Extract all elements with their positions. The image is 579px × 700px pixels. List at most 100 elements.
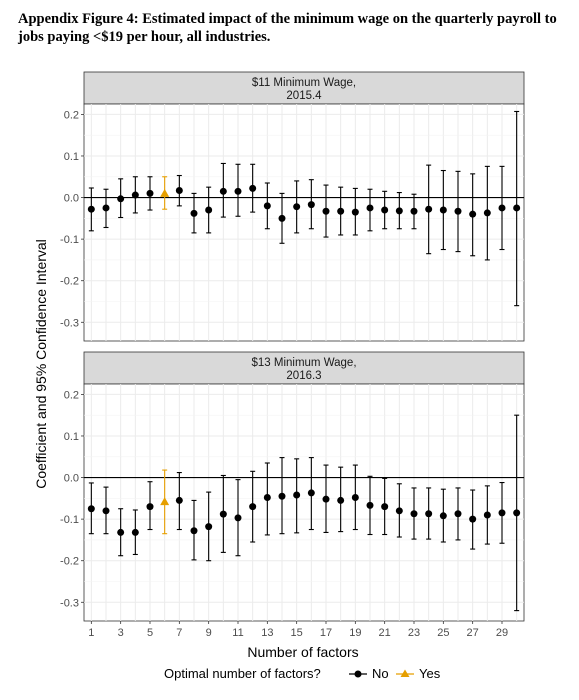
legend-key-yes xyxy=(396,669,414,677)
point-estimate xyxy=(337,207,345,215)
strip-background xyxy=(83,71,525,105)
point-estimate xyxy=(351,208,359,216)
point-estimate xyxy=(366,501,374,509)
point-estimate-optimal xyxy=(160,497,170,506)
x-tick-label: 29 xyxy=(496,627,508,639)
point-estimate xyxy=(131,528,139,536)
x-tick-label: 9 xyxy=(206,627,212,639)
point-estimate xyxy=(307,201,315,209)
point-estimate-optimal xyxy=(160,188,170,197)
x-tick-label: 21 xyxy=(379,627,391,639)
point-estimate xyxy=(102,507,110,515)
point-estimate xyxy=(337,496,345,504)
point-estimate xyxy=(190,209,198,217)
point-estimate xyxy=(439,512,447,520)
strip-label-line-2: 2015.4 xyxy=(286,90,322,102)
x-tick-label: 27 xyxy=(467,627,479,639)
point-estimate xyxy=(205,206,213,214)
y-tick-label: -0.3 xyxy=(60,597,79,609)
point-estimate xyxy=(483,511,491,519)
point-estimate xyxy=(513,509,521,517)
y-axis: 0.2 0.1 0.0 -0.1 -0.2 -0.3 xyxy=(60,389,84,609)
point-estimate xyxy=(293,491,301,499)
y-tick-label: 0.0 xyxy=(64,473,79,485)
point-estimate xyxy=(395,507,403,515)
x-axis-title: Number of factors xyxy=(247,644,358,660)
point-estimate xyxy=(410,207,418,215)
point-estimate xyxy=(263,494,271,502)
point-estimate xyxy=(205,523,213,531)
point-estimate xyxy=(469,515,477,523)
legend: Optimal number of factors? No Yes xyxy=(164,666,441,681)
y-axis: 0.2 0.1 0.0 -0.1 -0.2 -0.3 xyxy=(60,109,84,329)
x-tick-label: 13 xyxy=(261,627,273,639)
point-estimate xyxy=(146,503,154,511)
x-tick-label: 3 xyxy=(118,627,124,639)
y-tick-label: -0.1 xyxy=(60,234,79,246)
facet-panel-2: $13 Minimum Wage, 2016.3 0.2 0.1 0.0 -0.1 -0… xyxy=(60,351,525,622)
strip-label-line-2: 2016.3 xyxy=(286,370,321,382)
point-estimate xyxy=(498,204,506,212)
point-estimate xyxy=(117,528,125,536)
x-tick-label: 19 xyxy=(349,627,361,639)
strip-label-line-1: $13 Minimum Wage, xyxy=(251,357,356,369)
point-estimate xyxy=(410,510,418,518)
y-tick-label: 0.2 xyxy=(64,389,79,401)
point-estimate xyxy=(483,209,491,217)
point-estimate xyxy=(219,510,227,518)
point-estimate xyxy=(454,510,462,518)
legend-key-no xyxy=(349,670,367,678)
legend-label-yes: Yes xyxy=(419,666,441,681)
x-tick-label: 17 xyxy=(320,627,332,639)
point-estimate xyxy=(381,206,389,214)
data-marks xyxy=(87,414,521,612)
facet-panel-1: $11 Minimum Wage, 2015.4 0.2 0.1 0.0 -0.1 -0… xyxy=(60,71,525,342)
x-tick-label: 5 xyxy=(147,627,153,639)
x-tick-label: 23 xyxy=(408,627,420,639)
x-tick-label: 7 xyxy=(176,627,182,639)
y-tick-label: 0.2 xyxy=(64,109,79,121)
x-tick-label: 11 xyxy=(232,627,243,639)
x-tick-label: 25 xyxy=(437,627,449,639)
point-estimate xyxy=(131,191,139,199)
legend-title: Optimal number of factors? xyxy=(164,666,321,681)
point-estimate xyxy=(87,205,95,213)
point-estimate xyxy=(117,195,125,203)
point-estimate xyxy=(351,494,359,502)
data-marks xyxy=(87,110,521,307)
point-estimate xyxy=(102,204,110,212)
y-tick-label: -0.2 xyxy=(60,556,79,568)
legend-label-no: No xyxy=(372,666,389,681)
point-estimate xyxy=(234,514,242,522)
strip-background xyxy=(83,351,525,385)
y-tick-label: 0.1 xyxy=(64,151,79,163)
point-estimate xyxy=(307,489,315,497)
y-tick-label: -0.3 xyxy=(60,317,79,329)
point-estimate xyxy=(219,187,227,195)
point-estimate xyxy=(278,214,286,222)
point-estimate xyxy=(439,206,447,214)
point-estimate xyxy=(366,204,374,212)
point-estimate xyxy=(381,503,389,511)
point-estimate xyxy=(454,207,462,215)
point-estimate xyxy=(249,503,257,511)
point-estimate xyxy=(469,210,477,218)
y-axis-title: Coefficient and 95% Confidence Interval xyxy=(33,239,49,489)
x-axis: 1 3 5 7 9 11 13 15 17 19 21 23 25 27 29 xyxy=(88,621,508,639)
point-estimate xyxy=(190,527,198,535)
point-estimate xyxy=(234,187,242,195)
point-estimate xyxy=(513,204,521,212)
y-tick-label: 0.1 xyxy=(64,431,79,443)
x-tick-label: 1 xyxy=(88,627,94,639)
y-tick-label: -0.1 xyxy=(60,514,79,526)
legend-key-yes-point xyxy=(400,669,410,677)
x-tick-label: 15 xyxy=(291,627,303,639)
point-estimate xyxy=(146,189,154,197)
legend-key-no-point xyxy=(354,670,362,678)
point-estimate xyxy=(322,207,330,215)
point-estimate xyxy=(175,186,183,194)
point-estimate xyxy=(322,495,330,503)
point-estimate xyxy=(87,505,95,513)
point-estimate xyxy=(425,510,433,518)
